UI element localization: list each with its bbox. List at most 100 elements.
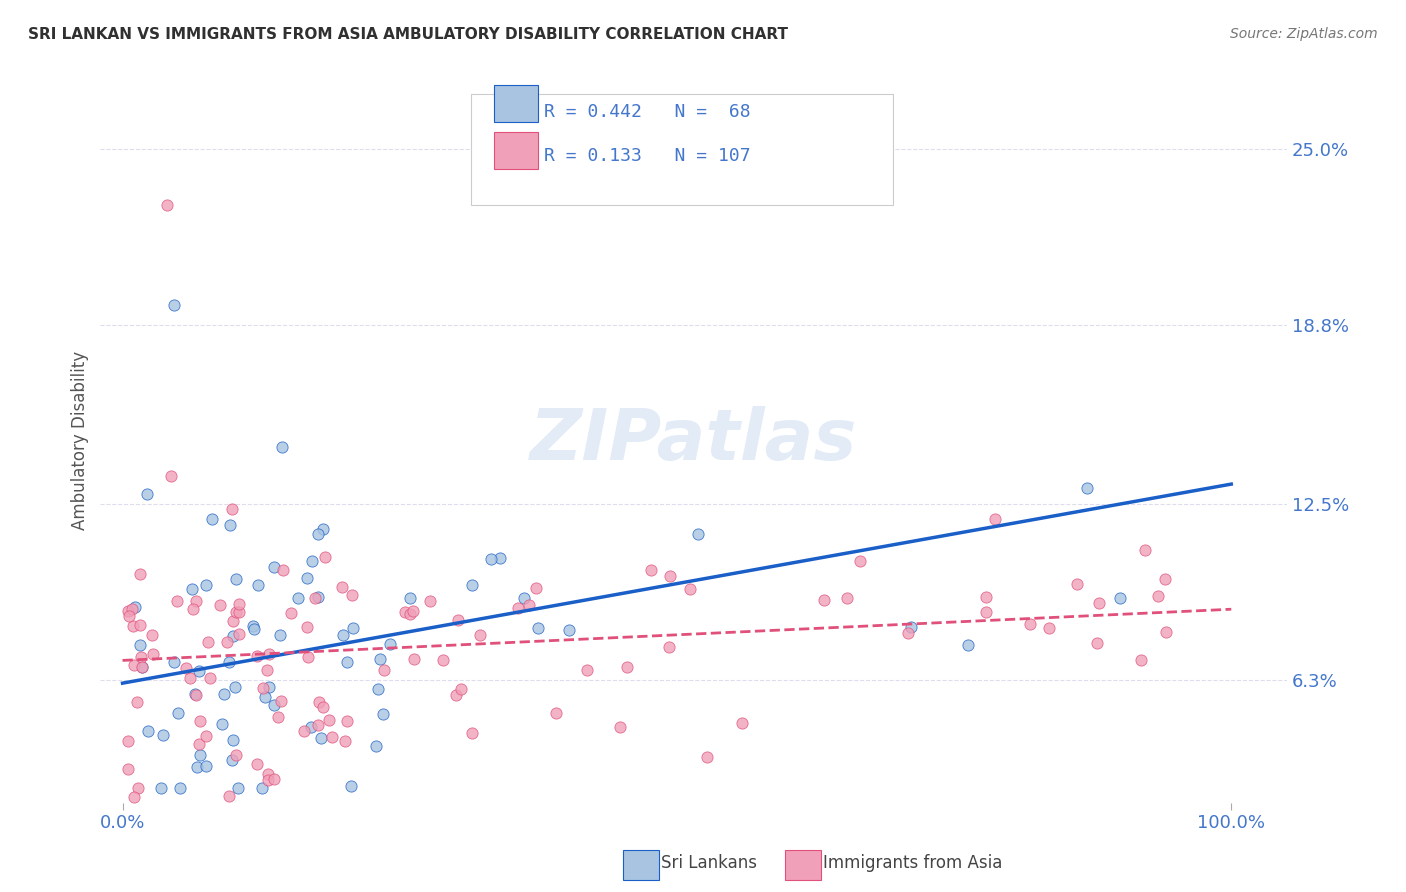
Point	[136, 723, 159, 738]
Point	[506, 600, 529, 615]
Point	[696, 750, 718, 764]
Point	[1153, 572, 1175, 586]
Point	[468, 628, 491, 642]
Point	[1087, 636, 1109, 650]
Point	[121, 602, 143, 616]
Point	[131, 659, 153, 673]
Point	[222, 614, 245, 628]
Point	[307, 718, 329, 732]
Point	[339, 779, 361, 793]
Point	[250, 781, 273, 796]
Point	[225, 605, 247, 619]
Point	[1019, 617, 1042, 632]
Point	[226, 781, 249, 796]
Point	[366, 739, 388, 753]
Point	[150, 781, 173, 796]
Point	[378, 637, 401, 651]
Point	[184, 594, 207, 608]
Point	[461, 726, 484, 740]
Point	[1146, 590, 1168, 604]
Point	[181, 602, 204, 616]
Point	[211, 717, 233, 731]
Point	[195, 758, 218, 772]
Point	[198, 671, 221, 685]
Point	[957, 639, 980, 653]
Point	[131, 660, 153, 674]
Point	[295, 571, 318, 585]
Point	[124, 600, 146, 615]
Point	[156, 198, 179, 212]
Point	[897, 626, 920, 640]
Point	[336, 714, 359, 729]
Point	[270, 693, 292, 707]
Point	[128, 618, 150, 632]
Point	[575, 663, 598, 677]
Point	[263, 772, 285, 786]
Point	[136, 487, 159, 501]
Point	[152, 729, 174, 743]
Point	[257, 767, 280, 781]
Point	[221, 501, 243, 516]
Point	[813, 593, 835, 607]
Point	[609, 720, 631, 734]
Point	[419, 593, 441, 607]
Point	[479, 552, 502, 566]
Point	[117, 734, 139, 748]
Point	[246, 649, 269, 664]
Point	[167, 706, 190, 721]
Point	[267, 709, 290, 723]
Text: Source: ZipAtlas.com: Source: ZipAtlas.com	[1230, 27, 1378, 41]
Point	[186, 689, 208, 703]
Point	[1088, 596, 1111, 610]
Point	[257, 681, 280, 695]
Text: R = 0.133   N = 107: R = 0.133 N = 107	[544, 147, 751, 165]
Point	[228, 627, 250, 641]
Point	[527, 621, 550, 635]
Point	[160, 468, 183, 483]
Point	[399, 591, 422, 605]
Point	[117, 762, 139, 776]
Point	[297, 620, 319, 634]
Point	[122, 657, 145, 672]
Point	[201, 511, 224, 525]
Point	[900, 620, 922, 634]
Point	[188, 737, 211, 751]
Point	[368, 652, 391, 666]
Point	[222, 733, 245, 747]
Point	[450, 681, 472, 696]
Text: R = 0.442   N =  68: R = 0.442 N = 68	[544, 103, 751, 120]
Point	[342, 621, 364, 635]
Point	[318, 713, 340, 727]
Text: SRI LANKAN VS IMMIGRANTS FROM ASIA AMBULATORY DISABILITY CORRELATION CHART: SRI LANKAN VS IMMIGRANTS FROM ASIA AMBUL…	[28, 27, 789, 42]
Point	[1135, 542, 1157, 557]
Point	[640, 563, 662, 577]
Text: Immigrants from Asia: Immigrants from Asia	[823, 854, 1002, 871]
Point	[117, 604, 139, 618]
Point	[174, 661, 197, 675]
Point	[179, 671, 201, 685]
Point	[186, 760, 208, 774]
Point	[242, 619, 264, 633]
Point	[307, 526, 329, 541]
Point	[259, 647, 281, 661]
Point	[432, 653, 454, 667]
Point	[314, 550, 336, 565]
Point	[218, 655, 240, 669]
Point	[849, 554, 872, 568]
Point	[1038, 621, 1060, 635]
Point	[215, 635, 238, 649]
Point	[125, 695, 148, 709]
Point	[254, 690, 277, 704]
Point	[127, 781, 149, 796]
Point	[218, 789, 240, 803]
Point	[336, 655, 359, 669]
Point	[1076, 481, 1098, 495]
Point	[225, 748, 247, 763]
Point	[558, 623, 581, 637]
Point	[394, 606, 416, 620]
Point	[292, 724, 315, 739]
Point	[271, 563, 294, 577]
Point	[221, 753, 243, 767]
Point	[208, 598, 231, 612]
Point	[974, 590, 997, 604]
